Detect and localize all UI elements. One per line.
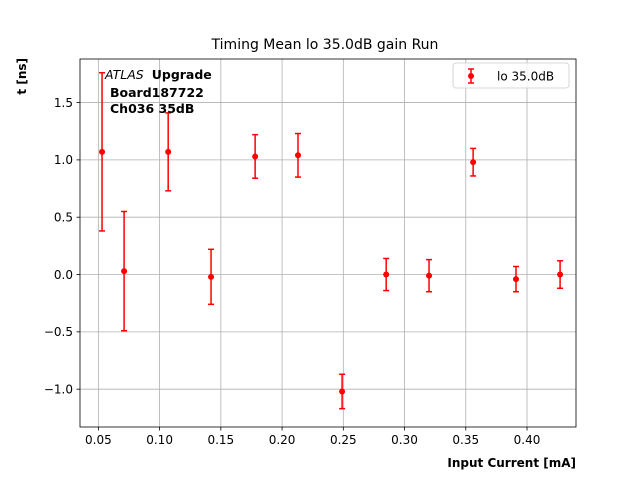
y-ticks: −1.0 −0.5 0.0 0.5 1.0 1.5 (44, 96, 80, 396)
data-point (121, 268, 128, 275)
upgrade-label: Upgrade (152, 67, 212, 82)
x-tick-label: 0.40 (514, 433, 541, 447)
y-tick-label: 0.5 (54, 211, 73, 225)
data-point (512, 276, 519, 283)
atlas-annotation: ATLAS Upgrade Board187722 Ch036 35dB (104, 67, 212, 116)
x-tick-label: 0.10 (146, 433, 173, 447)
x-ticks: 0.05 0.10 0.15 0.20 0.25 0.30 0.35 0.40 (85, 427, 540, 447)
grid (80, 59, 576, 427)
svg-text:ATLAS Upgrade: ATLAS Upgrade (104, 67, 212, 82)
data-point (208, 273, 215, 280)
data-point (99, 148, 106, 155)
data-point (339, 388, 346, 395)
y-axis-label: t [ns] (15, 58, 29, 95)
x-tick-label: 0.35 (452, 433, 479, 447)
legend-marker (468, 73, 474, 79)
data-point (294, 152, 301, 159)
y-tick-label: 1.5 (54, 96, 73, 110)
y-tick-label: −0.5 (44, 325, 73, 339)
legend-box (452, 62, 570, 89)
data-points (99, 148, 564, 395)
data-point (557, 271, 564, 278)
data-point (470, 159, 477, 166)
plot-frame (79, 58, 577, 428)
board-label: Board187722 (110, 85, 204, 100)
data-point (165, 148, 172, 155)
x-tick-label: 0.25 (330, 433, 357, 447)
chart-title: Timing Mean lo 35.0dB gain Run (211, 37, 439, 53)
x-tick-label: 0.15 (207, 433, 234, 447)
data-point (426, 272, 433, 279)
x-axis-label: Input Current [mA] (447, 456, 576, 470)
y-tick-label: −1.0 (44, 382, 73, 396)
x-tick-label: 0.05 (85, 433, 112, 447)
atlas-label: ATLAS (104, 67, 144, 82)
data-point (383, 271, 390, 278)
channel-label: Ch036 35dB (110, 101, 194, 116)
x-tick-label: 0.20 (269, 433, 296, 447)
data-point (252, 153, 259, 160)
y-tick-label: 0.0 (54, 268, 73, 282)
y-tick-label: 1.0 (54, 153, 73, 167)
x-tick-label: 0.30 (391, 433, 418, 447)
legend: lo 35.0dB (452, 62, 570, 89)
legend-label: lo 35.0dB (497, 70, 554, 84)
